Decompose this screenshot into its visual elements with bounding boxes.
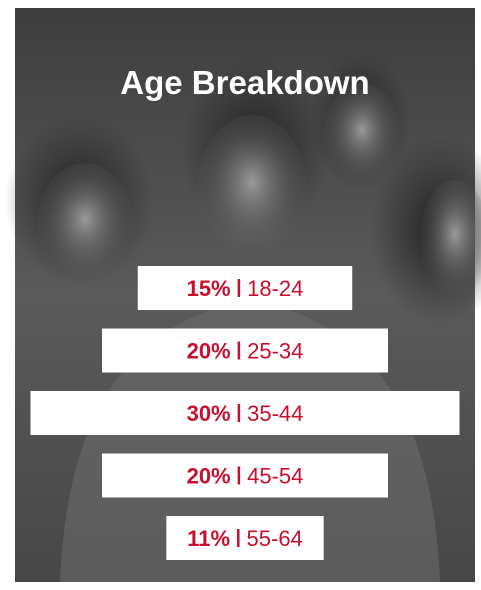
value-label: 20%	[187, 464, 231, 489]
chart-title: Age Breakdown	[120, 64, 369, 101]
value-label: 30%	[187, 401, 231, 426]
separator	[238, 279, 241, 297]
bar	[31, 391, 460, 435]
category-label: 18-24	[247, 276, 303, 301]
bar	[138, 266, 353, 310]
separator	[238, 467, 241, 485]
bar	[102, 454, 388, 498]
bar	[102, 329, 388, 373]
infographic: Age Breakdown 15% 18-24 20% 25-34 30% 35-44 20…	[0, 0, 481, 590]
value-label: 15%	[187, 276, 231, 301]
category-label: 35-44	[247, 401, 303, 426]
category-label: 55-64	[247, 526, 303, 551]
value-label: 20%	[187, 339, 231, 364]
category-label: 25-34	[247, 339, 303, 364]
page: {"chart_data": {"type": "bar", "orientat…	[0, 0, 481, 590]
separator	[237, 529, 240, 547]
separator	[238, 342, 241, 360]
separator	[238, 404, 241, 422]
value-label: 11%	[187, 526, 230, 551]
category-label: 45-54	[247, 464, 303, 489]
